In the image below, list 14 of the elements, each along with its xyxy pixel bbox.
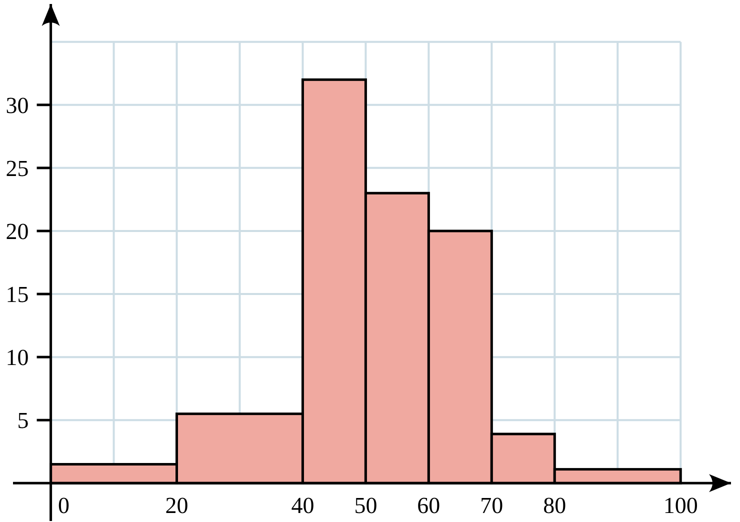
x-tick-label: 80 xyxy=(543,493,566,518)
x-tick-label: 20 xyxy=(165,493,188,518)
y-tick-label: 25 xyxy=(6,156,29,181)
x-tick-label: 100 xyxy=(663,493,698,518)
x-tick-label: 0 xyxy=(58,493,70,518)
x-tick-label: 70 xyxy=(480,493,504,518)
y-tick-label: 10 xyxy=(6,345,29,370)
y-tick-label: 20 xyxy=(6,219,29,244)
y-tick-label: 5 xyxy=(17,408,29,434)
x-tick-label: 40 xyxy=(291,493,314,518)
x-tick-label: 60 xyxy=(417,493,440,518)
x-tick-label: 50 xyxy=(354,493,378,518)
y-tick-label: 15 xyxy=(6,282,29,308)
y-tick-label: 30 xyxy=(6,92,29,118)
